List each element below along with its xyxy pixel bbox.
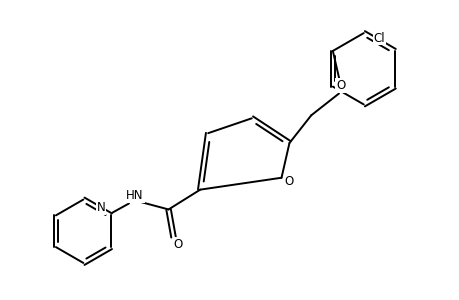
Text: O: O <box>284 175 293 188</box>
Text: O: O <box>174 238 183 250</box>
Text: O: O <box>336 79 345 92</box>
Text: HN: HN <box>126 189 143 202</box>
Text: Cl: Cl <box>373 32 385 44</box>
Text: N: N <box>96 201 105 214</box>
